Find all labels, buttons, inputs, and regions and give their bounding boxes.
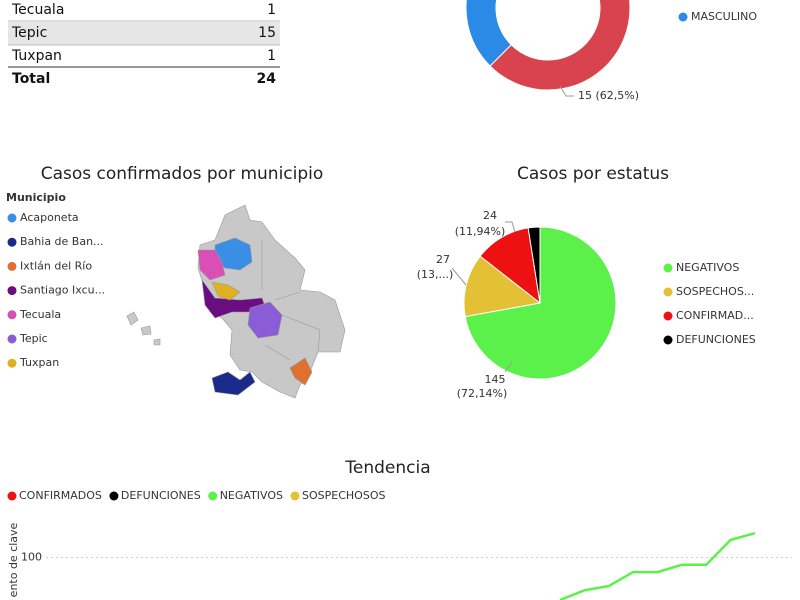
- legend-marker: [7, 358, 17, 368]
- data-label-percent: (72,14%): [457, 387, 508, 400]
- legend-marker: [7, 261, 17, 271]
- chart-title: Casos por estatus: [517, 164, 669, 184]
- legend-label: CONFIRMADOS: [19, 489, 102, 502]
- chart-title: Casos confirmados por municipio: [41, 164, 324, 184]
- municipality: [211, 371, 256, 396]
- legend-label: SOSPECHOSOS: [302, 489, 385, 502]
- municipality: [197, 249, 226, 281]
- legend-label: Tepic: [19, 332, 48, 345]
- legend-title: Municipio: [6, 191, 66, 204]
- legend-label: Ixtlán del Río: [20, 259, 92, 272]
- municipality: [289, 357, 313, 386]
- cell-value: 15: [258, 25, 276, 41]
- legend-label: NEGATIVOS: [676, 261, 739, 274]
- island: [140, 325, 152, 336]
- municipalities: [197, 237, 313, 396]
- cell-value: 1: [267, 48, 276, 64]
- legend-marker: [7, 237, 17, 247]
- legend-label: Bahia de Ban...: [20, 235, 104, 248]
- legend-marker: [7, 334, 17, 344]
- leader-line: [505, 221, 516, 233]
- legend-marker: [208, 491, 218, 501]
- legend-marker: [663, 335, 673, 345]
- leader-line: [504, 361, 513, 373]
- legend-label: Tuxpan: [19, 356, 59, 369]
- leader-line: [451, 267, 467, 286]
- slice: [489, 0, 631, 91]
- data-label: 27: [436, 253, 450, 266]
- municipality: [211, 281, 241, 301]
- cell-name: Tuxpan: [11, 48, 62, 64]
- legend-marker: [663, 287, 673, 297]
- data-label: 145: [485, 373, 506, 386]
- cell-name: Tecuala: [11, 2, 64, 18]
- line-series: [559, 532, 756, 600]
- y-tick-label: 100: [21, 551, 42, 564]
- slice: [527, 226, 541, 304]
- legend-label: Santiago Ixcu...: [20, 284, 105, 297]
- total-value: 24: [257, 71, 277, 87]
- legend-marker: [7, 491, 17, 501]
- total-label: Total: [12, 71, 50, 87]
- legend-marker: [7, 213, 17, 223]
- legend-label: Tecuala: [19, 308, 61, 321]
- legend-marker: [678, 12, 688, 22]
- legend-marker: [663, 263, 673, 273]
- data-label-percent: (11,94%): [455, 225, 506, 238]
- row-highlight: [8, 22, 280, 45]
- legend-label: MASCULINO: [691, 10, 757, 23]
- island: [153, 338, 161, 346]
- cell-name: Tepic: [11, 25, 47, 41]
- legend-label: CONFIRMAD...: [676, 309, 754, 322]
- y-axis-label: ento de clave: [7, 522, 20, 597]
- legend-label: DEFUNCIONES: [676, 333, 756, 346]
- chart-title: Tendencia: [344, 458, 430, 478]
- legend-marker: [7, 286, 17, 296]
- data-label-percent: (13,...): [417, 268, 454, 281]
- cell-value: 1: [267, 2, 276, 18]
- legend-marker: [7, 310, 17, 320]
- legend-label: Acaponeta: [20, 211, 79, 224]
- legend-marker: [109, 491, 119, 501]
- legend-marker: [290, 491, 300, 501]
- island: [126, 311, 139, 326]
- slice: [463, 255, 542, 318]
- data-label: 15 (62,5%): [578, 89, 639, 102]
- leader-line: [559, 85, 574, 97]
- municipality: [247, 301, 283, 339]
- slice: [465, 0, 512, 67]
- legend-label: SOSPECHOS...: [676, 285, 754, 298]
- legend-marker: [663, 311, 673, 321]
- data-label: 24: [483, 209, 497, 222]
- legend-label: DEFUNCIONES: [121, 489, 201, 502]
- legend-label: NEGATIVOS: [220, 489, 283, 502]
- borders: [261, 240, 321, 361]
